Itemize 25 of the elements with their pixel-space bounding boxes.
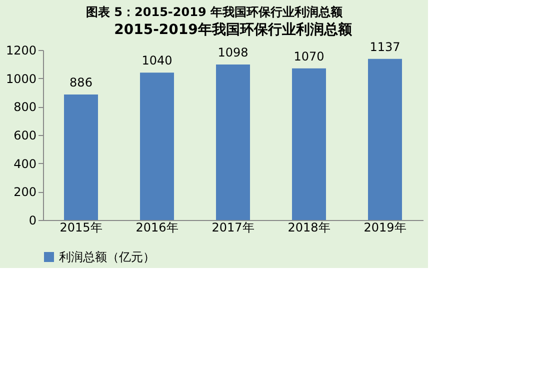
x-tick-label: 2018年 xyxy=(288,220,330,234)
text: 图表 5：2015-2019 年我国环保行业利润总额 xyxy=(86,4,344,19)
y-tick-label: 600 xyxy=(14,128,36,142)
x-tick-label: 2017年 xyxy=(212,220,254,234)
bar xyxy=(292,68,326,220)
bar xyxy=(216,64,250,220)
x-tick-label: 2016年 xyxy=(136,220,178,234)
chart-title: 2015-2019年我国环保行业利润总额 xyxy=(114,20,353,38)
legend-label: 利润总额（亿元） xyxy=(59,250,155,264)
x-tick-label: 2019年 xyxy=(364,220,406,234)
data-label: 1070 xyxy=(294,49,324,64)
bar xyxy=(368,58,402,220)
data-label: 1040 xyxy=(142,54,172,68)
data-label: 1098 xyxy=(218,45,248,60)
bar xyxy=(140,72,174,220)
y-tick-label: 1200 xyxy=(6,44,36,58)
y-tick-label: 400 xyxy=(14,156,36,171)
bar xyxy=(64,94,98,220)
data-label: 1137 xyxy=(370,40,400,54)
x-tick-label: 2015年 xyxy=(60,220,102,234)
data-label: 886 xyxy=(70,75,92,90)
y-tick-label: 1000 xyxy=(6,72,36,86)
y-tick-label: 800 xyxy=(14,100,36,114)
y-tick-label: 200 xyxy=(14,185,36,200)
y-tick-label: 0 xyxy=(28,214,36,228)
